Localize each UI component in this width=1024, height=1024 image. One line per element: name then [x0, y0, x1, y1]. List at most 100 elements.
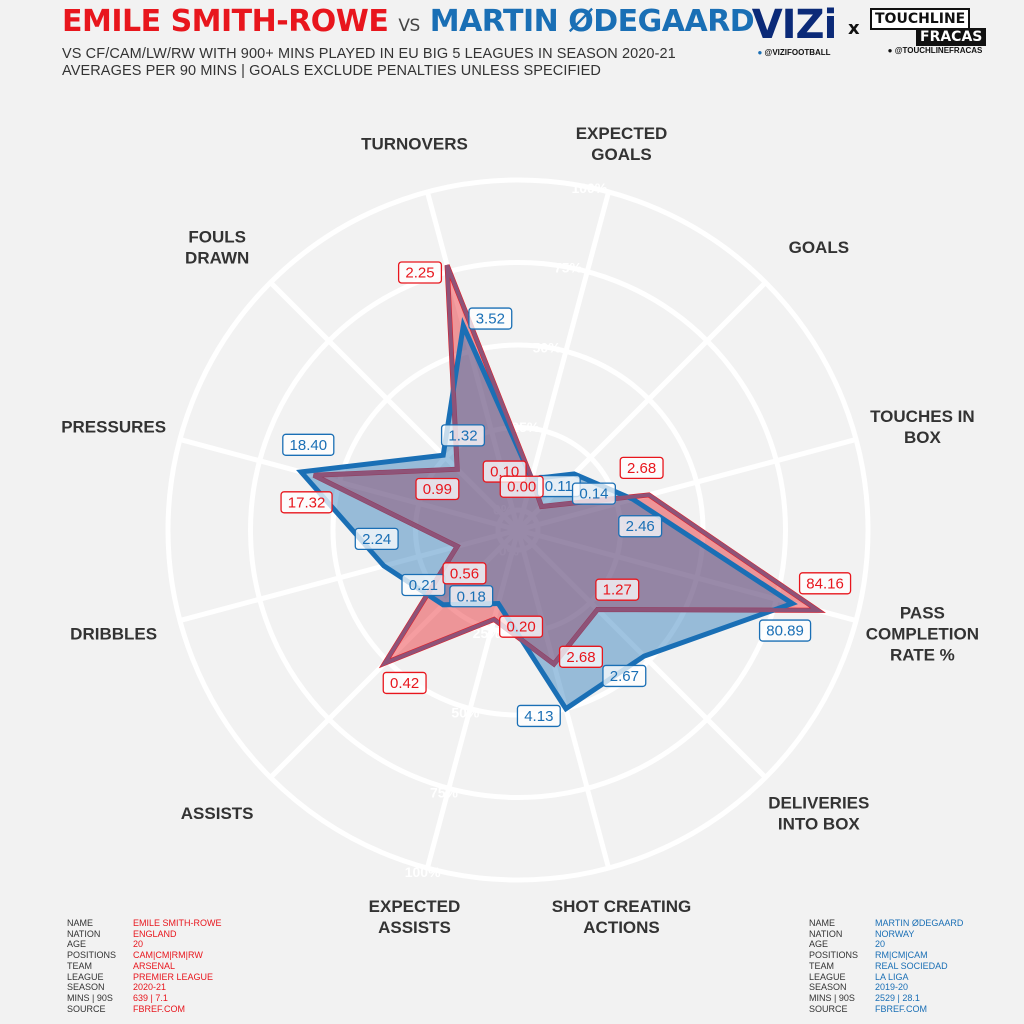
player1-info-key: POSITIONS — [67, 950, 117, 961]
player1-info-row: AGE 20 — [67, 939, 222, 950]
axis-label: DRIBBLES — [70, 625, 157, 644]
value-label-box — [595, 578, 640, 601]
player1-info-key: TEAM — [67, 960, 93, 971]
player1-value-label: 2.68 — [558, 645, 604, 668]
player1-info-key: MINS | 90S — [67, 992, 113, 1003]
vizi-handle-text: @VIZIFOOTBALL — [764, 48, 831, 57]
axis-label: GOALS — [591, 145, 651, 164]
value-label-box — [558, 645, 604, 668]
axis-label: DRAWN — [185, 249, 249, 268]
value-label-box — [619, 456, 664, 480]
ring-label: 25% — [473, 625, 502, 641]
value-label-box — [468, 307, 513, 330]
player2-value-label: 2.46 — [618, 515, 663, 538]
axis-label: EXPECTED — [369, 897, 461, 916]
value-label-box — [516, 704, 561, 728]
player1-info: NAME EMILE SMITH-ROWE NATION ENGLAND AGE 20 PO… — [67, 918, 222, 1014]
player1-info-key: AGE — [67, 939, 87, 950]
player1-value-label: 0.42 — [382, 671, 427, 695]
grid-spoke — [268, 280, 520, 532]
grid-spoke — [179, 527, 519, 624]
player1-info-row: TEAM ARSENAL — [67, 961, 222, 972]
vizi-handle: ● @VIZIFOOTBALL — [748, 48, 840, 57]
axis-label: PRESSURES — [61, 417, 166, 436]
player1-info-value: ARSENAL — [133, 960, 176, 971]
axis-label: COMPLETION — [866, 625, 979, 644]
player2-info-key: SOURCE — [809, 1003, 848, 1014]
value-label-box — [440, 424, 486, 447]
player1-info-value: PREMIER LEAGUE — [133, 971, 214, 982]
value-label-box — [758, 619, 812, 642]
value-label-text: 17.32 — [288, 494, 326, 511]
value-label-box — [602, 664, 647, 688]
grid-spoke — [517, 527, 857, 624]
subtitle-line-1: VS CF/CAM/LW/RW WITH 900+ MINS PLAYED IN… — [62, 46, 676, 62]
player1-value-label: 0.00 — [499, 475, 544, 498]
value-label-text: 0.20 — [506, 619, 535, 636]
player2-info-value: REAL SOCIEDAD — [875, 960, 948, 971]
value-label-text: 0.42 — [390, 675, 419, 692]
value-label-box — [449, 585, 494, 608]
grid-spoke — [515, 529, 612, 869]
player1-outline — [312, 264, 825, 668]
player2-info-key: MINS | 90S — [809, 992, 855, 1003]
player1-info-key: NAME — [67, 918, 94, 928]
player2-info-row: LEAGUE LA LIGA — [809, 972, 963, 983]
player2-value-label: 80.89 — [758, 619, 812, 642]
player2-info-value: LA LIGA — [875, 971, 909, 982]
twitter-icon: ● — [887, 46, 893, 55]
player1-name: EMILE SMITH-ROWE — [62, 4, 389, 39]
axis-label: EXPECTED — [576, 124, 668, 143]
fracas-logo-text: FRACAS — [916, 28, 987, 46]
player1-info-value: FBREF.COM — [133, 1003, 186, 1014]
player2-info-key: SEASON — [809, 982, 847, 993]
grid-spoke — [517, 436, 857, 533]
value-label-box — [401, 573, 446, 597]
player1-value-label: 0.99 — [415, 477, 460, 501]
player1-info-row: NATION ENGLAND — [67, 929, 222, 940]
player2-polygon — [296, 317, 798, 713]
ring-label: 75% — [430, 784, 459, 800]
axis-label: ACTIONS — [583, 918, 660, 937]
player2-value-label: 18.40 — [282, 433, 335, 456]
player1-info-row: LEAGUE PREMIER LEAGUE — [67, 972, 222, 983]
logo-separator: x — [848, 18, 860, 39]
value-label-box — [415, 477, 460, 501]
player2-value-label: 0.18 — [449, 585, 494, 608]
value-label-text: 0.14 — [579, 486, 608, 503]
player2-info-key: NAME — [809, 918, 836, 928]
player2-info-row: TEAM REAL SOCIEDAD — [809, 961, 963, 972]
value-label-text: 3.52 — [476, 311, 505, 328]
player1-info-key: SEASON — [67, 982, 105, 993]
axis-label: DELIVERIES — [768, 793, 869, 812]
value-label-text: 0.56 — [450, 565, 479, 582]
player1-value-label: 17.32 — [280, 491, 333, 514]
ring-label: 50% — [533, 339, 562, 355]
axis-label: BOX — [904, 428, 942, 447]
player1-info-key: LEAGUE — [67, 971, 104, 982]
touchline-logo: TOUCHLINE FRACAS ● @TOUCHLINEFRACAS — [870, 8, 1000, 55]
player2-info-value: 2019-20 — [875, 982, 909, 993]
subtitle-line-2: AVERAGES PER 90 MINS | GOALS EXCLUDE PEN… — [62, 63, 601, 79]
player2-info-value: 20 — [875, 939, 886, 950]
player1-value-label: 84.16 — [798, 572, 852, 595]
player1-info-key: NATION — [67, 928, 101, 939]
player2-info-key: POSITIONS — [809, 950, 859, 961]
player2-info-value: RM|CM|CAM — [875, 950, 928, 961]
value-label-text: 84.16 — [806, 575, 844, 592]
player2-info-row: POSITIONS RM|CM|CAM — [809, 950, 963, 961]
player2-info-key: TEAM — [809, 960, 835, 971]
touchline-handle: ● @TOUCHLINEFRACAS — [870, 46, 1000, 55]
value-label-text: 4.13 — [524, 708, 553, 725]
header: EMILE SMITH-ROWE VS MARTIN ØDEGAARD VS C… — [62, 2, 762, 80]
value-label-box — [397, 261, 443, 284]
value-label-text: 2.67 — [610, 668, 639, 685]
value-label-text: 2.68 — [566, 649, 595, 666]
value-label-text: 2.24 — [362, 531, 391, 548]
value-label-text: 1.27 — [603, 582, 632, 599]
value-label-box — [442, 562, 487, 585]
value-label-text: 18.40 — [290, 437, 328, 454]
player2-value-label: 0.14 — [571, 482, 616, 505]
value-label-box — [798, 572, 852, 595]
